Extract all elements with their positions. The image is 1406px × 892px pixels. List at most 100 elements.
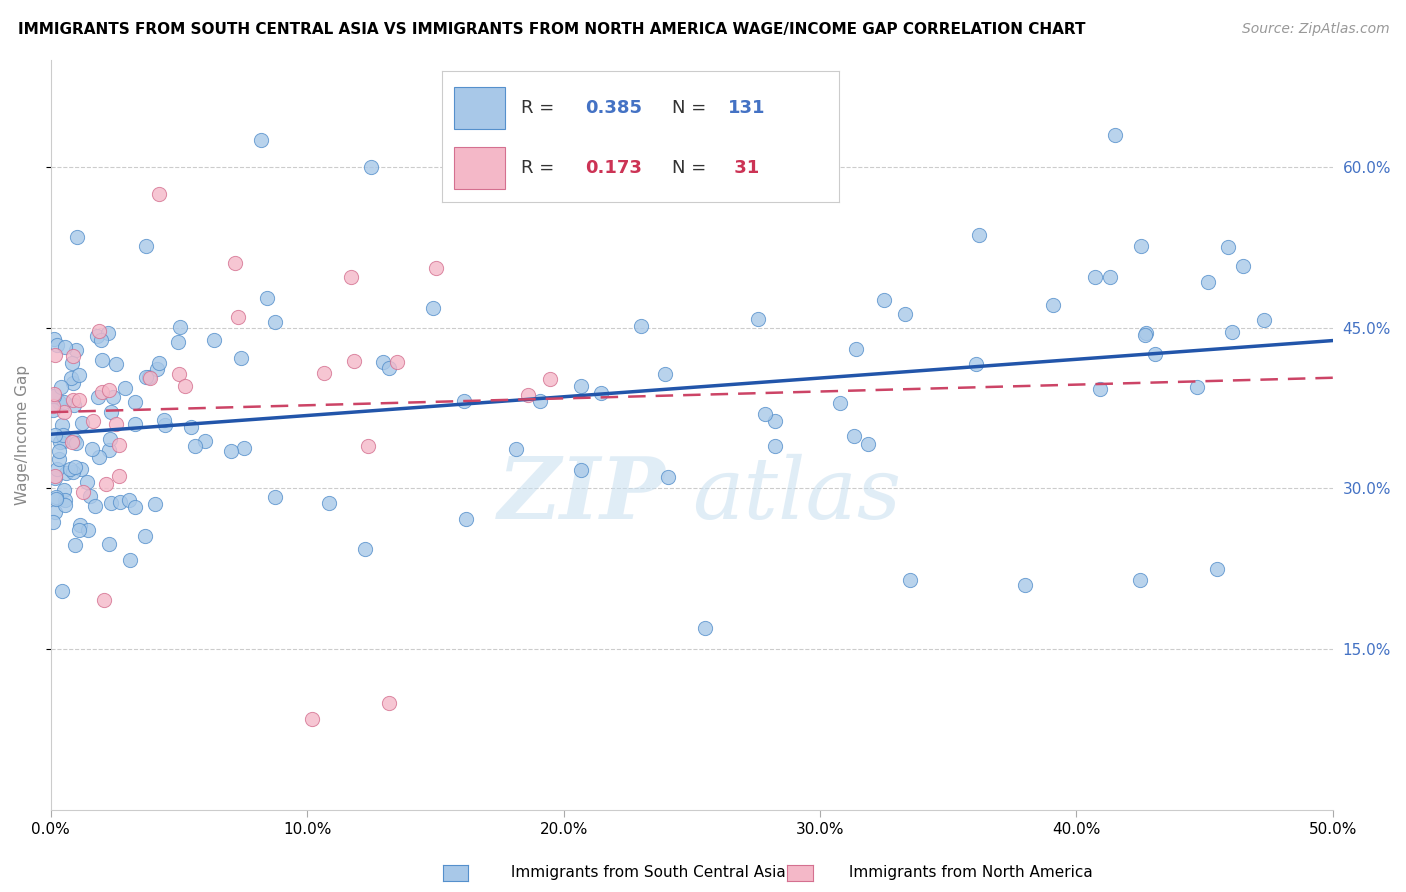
Point [139,371,162,385]
Point [44,471,66,485]
Point [67,523,90,537]
Point [82,414,104,428]
Point [51,418,73,433]
Point [505,442,527,456]
Point [72,484,94,499]
Point [90,353,112,368]
Point [62,376,84,391]
Point [1185,380,1208,394]
Point [91,384,114,399]
Point [343,354,366,368]
Point [1130,238,1153,252]
Point [153,413,176,427]
Point [856,436,879,450]
Point [48,452,70,467]
Point [264,491,287,505]
Point [45,491,67,506]
Point [373,355,395,369]
Point [138,369,160,384]
Point [45,491,67,505]
Point [53,405,76,419]
Point [194,434,217,449]
Point [63,537,86,551]
Point [93,593,115,607]
Point [52,428,75,442]
Point [52,483,75,497]
Point [55,466,77,480]
Point [591,386,613,401]
Point [53,493,76,508]
Point [965,357,987,371]
Point [94,476,117,491]
Point [76,475,98,489]
Point [79,490,101,504]
Point [219,444,242,458]
Point [42,332,65,346]
Point [65,343,87,357]
Point [49,434,72,449]
Point [1216,239,1239,253]
Point [114,381,136,395]
Point [63,459,86,474]
Point [231,351,253,365]
Point [42,515,65,529]
Point [104,417,127,431]
Point [232,441,254,455]
Point [184,438,207,452]
Point [103,390,125,404]
Point [845,343,868,357]
Point [1253,312,1275,326]
Point [98,537,121,551]
Point [124,500,146,514]
Point [98,432,121,446]
Point [828,395,851,409]
Point [167,334,190,349]
Point [44,505,66,519]
Point [1084,270,1107,285]
Point [49,380,72,394]
Point [148,356,170,370]
Point [1014,578,1036,592]
Point [1144,347,1167,361]
Point [1206,562,1229,576]
Point [143,497,166,511]
Point [1098,270,1121,285]
Point [1232,259,1254,273]
Point [89,324,111,338]
Point [104,357,127,371]
Point [263,316,285,330]
Point [422,301,444,315]
Point [1133,327,1156,342]
Point [1135,326,1157,340]
Point [155,418,177,433]
Point [1088,383,1111,397]
Point [44,387,66,401]
Point [51,584,73,599]
Point [967,227,990,242]
Point [873,293,896,308]
Point [425,260,447,275]
Text: ZIP: ZIP [498,453,666,537]
Point [42,403,65,417]
Point [90,333,112,347]
Point [842,429,865,443]
Point [747,312,769,326]
Point [80,442,103,456]
Point [202,334,225,348]
Text: Immigrants from South Central Asia: Immigrants from South Central Asia [506,865,786,880]
Point [256,291,278,305]
Point [60,370,83,384]
Point [898,573,921,587]
Point [69,518,91,533]
Point [42,389,65,403]
Point [180,420,202,434]
Point [314,366,336,380]
Point [53,499,76,513]
Point [44,468,66,483]
Point [110,495,132,509]
Point [654,368,676,382]
Point [630,319,652,334]
Point [145,361,167,376]
Text: IMMIGRANTS FROM SOUTH CENTRAL ASIA VS IMMIGRANTS FROM NORTH AMERICA WAGE/INCOME : IMMIGRANTS FROM SOUTH CENTRAL ASIA VS IM… [18,22,1085,37]
Point [454,512,477,526]
